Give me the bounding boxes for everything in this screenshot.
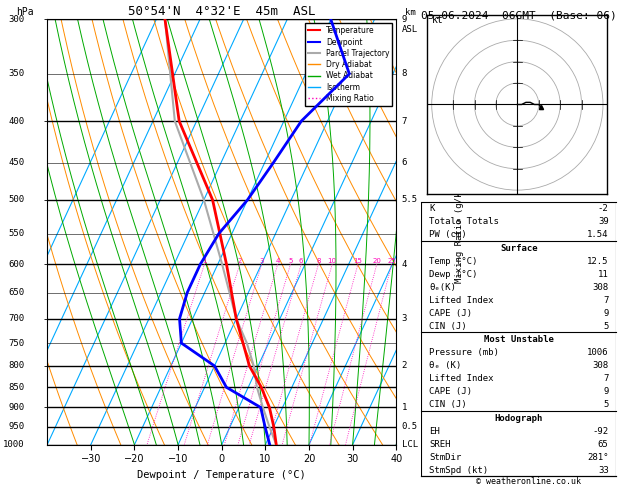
Text: 1000: 1000 <box>3 440 25 449</box>
Text: 33: 33 <box>598 466 609 475</box>
Text: Most Unstable: Most Unstable <box>484 335 554 344</box>
Text: 650: 650 <box>8 288 25 297</box>
Text: 5: 5 <box>603 322 609 331</box>
Text: km: km <box>405 8 416 17</box>
Text: Totals Totals: Totals Totals <box>429 217 499 226</box>
Text: 5: 5 <box>288 258 292 264</box>
Text: 7: 7 <box>603 374 609 383</box>
Text: 7: 7 <box>603 296 609 305</box>
Text: 900: 900 <box>8 403 25 412</box>
Text: 39: 39 <box>598 217 609 226</box>
Text: 1: 1 <box>202 258 207 264</box>
Text: EH: EH <box>429 427 440 435</box>
Text: CAPE (J): CAPE (J) <box>429 309 472 318</box>
Text: kt: kt <box>431 15 443 25</box>
Text: 350: 350 <box>8 69 25 78</box>
Title: 50°54'N  4°32'E  45m  ASL: 50°54'N 4°32'E 45m ASL <box>128 5 316 18</box>
Text: 600: 600 <box>8 260 25 269</box>
Text: StmSpd (kt): StmSpd (kt) <box>429 466 488 475</box>
Text: -92: -92 <box>593 427 609 435</box>
Text: Lifted Index: Lifted Index <box>429 374 494 383</box>
Text: 3: 3 <box>401 314 407 323</box>
Text: 281°: 281° <box>587 453 609 462</box>
Text: SREH: SREH <box>429 440 451 449</box>
Text: 5.5: 5.5 <box>401 195 418 205</box>
Text: 11: 11 <box>598 270 609 278</box>
Text: 9: 9 <box>603 387 609 397</box>
Text: 850: 850 <box>8 383 25 392</box>
Text: hPa: hPa <box>16 7 33 17</box>
Text: 1006: 1006 <box>587 348 609 357</box>
Text: 65: 65 <box>598 440 609 449</box>
Text: 700: 700 <box>8 314 25 323</box>
Text: 6: 6 <box>401 158 407 167</box>
Text: 5: 5 <box>603 400 609 409</box>
Text: 2: 2 <box>238 258 242 264</box>
Text: 9: 9 <box>603 309 609 318</box>
Text: 25: 25 <box>387 258 396 264</box>
Text: 1.54: 1.54 <box>587 230 609 240</box>
Text: 6: 6 <box>299 258 303 264</box>
Text: CAPE (J): CAPE (J) <box>429 387 472 397</box>
Text: 7: 7 <box>401 117 407 125</box>
Text: 500: 500 <box>8 195 25 205</box>
Text: 308: 308 <box>593 361 609 370</box>
Text: 2: 2 <box>401 362 407 370</box>
Text: 308: 308 <box>593 283 609 292</box>
Text: K: K <box>429 204 435 213</box>
Text: 8: 8 <box>401 69 407 78</box>
Text: -2: -2 <box>598 204 609 213</box>
X-axis label: Dewpoint / Temperature (°C): Dewpoint / Temperature (°C) <box>137 470 306 480</box>
Text: 300: 300 <box>8 15 25 24</box>
Text: 750: 750 <box>8 339 25 347</box>
Text: 9: 9 <box>401 15 407 24</box>
Legend: Temperature, Dewpoint, Parcel Trajectory, Dry Adiabat, Wet Adiabat, Isotherm, Mi: Temperature, Dewpoint, Parcel Trajectory… <box>305 23 392 106</box>
Text: 450: 450 <box>8 158 25 167</box>
Text: Lifted Index: Lifted Index <box>429 296 494 305</box>
Text: θₑ (K): θₑ (K) <box>429 361 462 370</box>
Text: 20: 20 <box>372 258 381 264</box>
Text: 1: 1 <box>401 403 407 412</box>
Text: θₑ(K): θₑ(K) <box>429 283 456 292</box>
Text: 550: 550 <box>8 229 25 238</box>
Text: StmDir: StmDir <box>429 453 462 462</box>
Text: 8: 8 <box>316 258 321 264</box>
Text: 800: 800 <box>8 362 25 370</box>
Text: 10: 10 <box>328 258 337 264</box>
Text: 3: 3 <box>259 258 264 264</box>
Text: 0.5: 0.5 <box>401 422 418 431</box>
Text: 4: 4 <box>401 260 407 269</box>
Text: ASL: ASL <box>402 24 418 34</box>
Text: 05.06.2024  06GMT  (Base: 06): 05.06.2024 06GMT (Base: 06) <box>421 11 617 21</box>
Text: 400: 400 <box>8 117 25 125</box>
Text: © weatheronline.co.uk: © weatheronline.co.uk <box>476 477 581 486</box>
Text: Pressure (mb): Pressure (mb) <box>429 348 499 357</box>
Text: Temp (°C): Temp (°C) <box>429 257 477 266</box>
Text: Surface: Surface <box>500 243 538 253</box>
Text: 12.5: 12.5 <box>587 257 609 266</box>
Text: PW (cm): PW (cm) <box>429 230 467 240</box>
Text: Hodograph: Hodograph <box>495 414 543 422</box>
Text: 950: 950 <box>8 422 25 431</box>
Text: CIN (J): CIN (J) <box>429 322 467 331</box>
Text: CIN (J): CIN (J) <box>429 400 467 409</box>
Text: 15: 15 <box>353 258 362 264</box>
Text: Dewp (°C): Dewp (°C) <box>429 270 477 278</box>
Text: LCL: LCL <box>401 440 418 449</box>
Text: Mixing Ratio (g/kg): Mixing Ratio (g/kg) <box>455 181 464 283</box>
Text: 4: 4 <box>276 258 280 264</box>
